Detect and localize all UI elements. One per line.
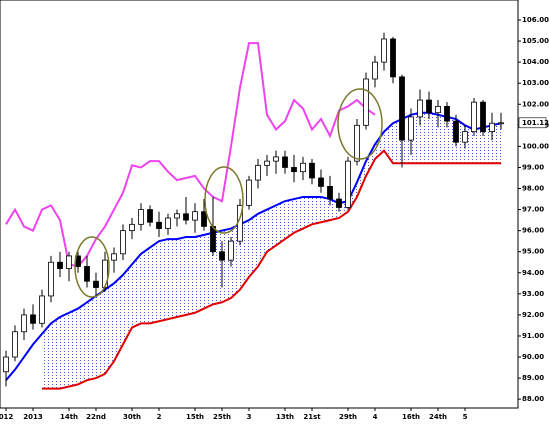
- candle-body: [30, 314, 36, 324]
- x-tick-label: 22nd: [86, 413, 106, 421]
- candle-body: [408, 116, 414, 141]
- candle-body: [201, 211, 207, 227]
- candle-body: [399, 76, 405, 141]
- candle-body: [39, 295, 45, 324]
- candle-body: [489, 122, 495, 133]
- cloud-layer: [42, 112, 501, 389]
- candle-body: [174, 213, 180, 219]
- annotation-circle: [204, 166, 244, 234]
- x-tick-label: 24th: [429, 413, 447, 421]
- y-tick-label: 93.00: [522, 290, 544, 298]
- y-tick-label: 97.00: [522, 206, 544, 214]
- candle-body: [147, 209, 153, 223]
- price-marker-label: 101.12: [522, 119, 549, 127]
- y-tick-label: 95.00: [522, 248, 544, 256]
- candle-body: [291, 167, 297, 173]
- x-tick-label: 5: [463, 413, 468, 421]
- y-tick-label: 90.00: [522, 353, 544, 361]
- y-tick-label: 91.00: [522, 332, 544, 340]
- candle-body: [318, 177, 324, 187]
- candle-body: [390, 38, 396, 78]
- candle-body: [336, 198, 342, 208]
- cloud: [42, 112, 501, 389]
- candle-body: [273, 156, 279, 162]
- x-tick-label: 29th: [339, 413, 357, 421]
- candle-body: [165, 217, 171, 229]
- x-tick-label: 21st: [303, 413, 321, 421]
- candle-body: [417, 99, 423, 118]
- candle-body: [264, 160, 270, 166]
- x-tick-label: 15th: [186, 413, 204, 421]
- y-tick-label: 92.00: [522, 311, 544, 319]
- candle-body: [93, 280, 99, 288]
- y-tick-label: 105.00: [522, 37, 549, 45]
- candle-body: [66, 255, 72, 269]
- candles-layer: [3, 32, 504, 387]
- candle-body: [21, 314, 27, 333]
- candle-body: [363, 78, 369, 126]
- candle-body: [48, 261, 54, 297]
- candle-body: [435, 105, 441, 114]
- candle-body: [183, 213, 189, 221]
- candle-body: [453, 120, 459, 143]
- candle-body: [210, 226, 216, 253]
- candle-body: [444, 105, 450, 122]
- candle-body: [462, 131, 468, 143]
- candle-body: [228, 240, 234, 261]
- candle-body: [471, 101, 477, 133]
- candle-body: [354, 124, 360, 162]
- candle-body: [480, 101, 486, 133]
- x-tick-label: 3: [247, 413, 252, 421]
- candle-body: [255, 164, 261, 181]
- y-tick-label: 94.00: [522, 269, 544, 277]
- x-tick-label: 30th: [123, 413, 141, 421]
- axis-layer: 88.00 89.00 90.00 91.00 92.00 93.00 94.00 95.00…: [0, 16, 549, 421]
- candle-body: [120, 230, 126, 255]
- candle-body: [3, 356, 9, 373]
- x-tick-label: 4: [373, 413, 378, 421]
- y-tick-label: 89.00: [522, 374, 544, 382]
- candle-body: [129, 223, 135, 232]
- candle-body: [57, 261, 63, 269]
- candle-body: [111, 253, 117, 261]
- candle-body: [300, 162, 306, 173]
- y-tick-label: 103.00: [522, 79, 549, 87]
- y-tick-label: 102.00: [522, 100, 549, 108]
- x-tick-label: 2: [157, 413, 162, 421]
- indicator-line: [42, 149, 501, 390]
- candle-body: [138, 209, 144, 225]
- x-tick-label: 25th: [213, 413, 231, 421]
- y-tick-label: 99.00: [522, 163, 544, 171]
- x-tick-label: 2013: [23, 413, 43, 421]
- annotation-circle: [337, 88, 383, 160]
- candle-body: [372, 61, 378, 80]
- candle-body: [498, 122, 504, 125]
- y-tick-label: 98.00: [522, 185, 544, 193]
- candle-body: [246, 179, 252, 206]
- y-tick-label: 88.00: [522, 395, 544, 403]
- y-tick-label: 104.00: [522, 58, 549, 66]
- candle-body: [327, 186, 333, 200]
- candle-body: [84, 266, 90, 282]
- candle-body: [381, 38, 387, 63]
- x-tick-label: 14th: [60, 413, 78, 421]
- y-tick-label: 96.00: [522, 227, 544, 235]
- candle-body: [309, 162, 315, 179]
- x-tick-label: 16th: [402, 413, 420, 421]
- candle-body: [282, 156, 288, 168]
- annotation-circle: [74, 236, 110, 298]
- x-tick-label: 13th: [276, 413, 294, 421]
- candle-body: [426, 99, 432, 114]
- candle-body: [12, 331, 18, 358]
- candle-body: [345, 160, 351, 208]
- price-marker-box: [518, 117, 547, 129]
- candle-body: [156, 221, 162, 229]
- x-tick-label: 012: [0, 413, 13, 421]
- y-tick-label: 100.00: [522, 142, 549, 150]
- candle-body: [219, 251, 225, 261]
- y-tick-label: 106.00: [522, 16, 549, 24]
- candle-body: [192, 211, 198, 221]
